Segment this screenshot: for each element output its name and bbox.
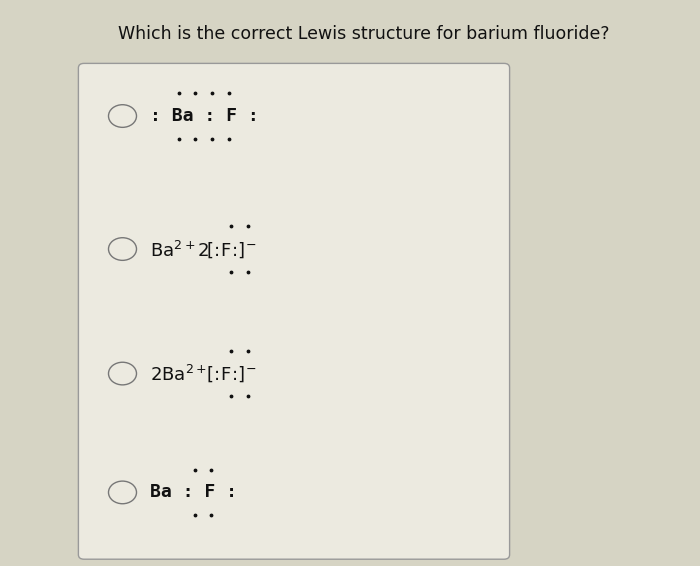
Text: $\mathrm{2Ba^{2+}\!\left[\!:\!F\!:\!\right]^{-}}$: $\mathrm{2Ba^{2+}\!\left[\!:\!F\!:\!\rig… xyxy=(150,363,257,384)
Text: : Ba : F :: : Ba : F : xyxy=(150,107,259,125)
Text: $\mathrm{Ba^{2+}2\!\left[\!:\!F\!:\!\right]^{-}}$: $\mathrm{Ba^{2+}2\!\left[\!:\!F\!:\!\rig… xyxy=(150,238,257,260)
FancyBboxPatch shape xyxy=(78,63,510,559)
Text: Which is the correct Lewis structure for barium fluoride?: Which is the correct Lewis structure for… xyxy=(118,25,610,44)
Text: Ba : F :: Ba : F : xyxy=(150,483,237,501)
